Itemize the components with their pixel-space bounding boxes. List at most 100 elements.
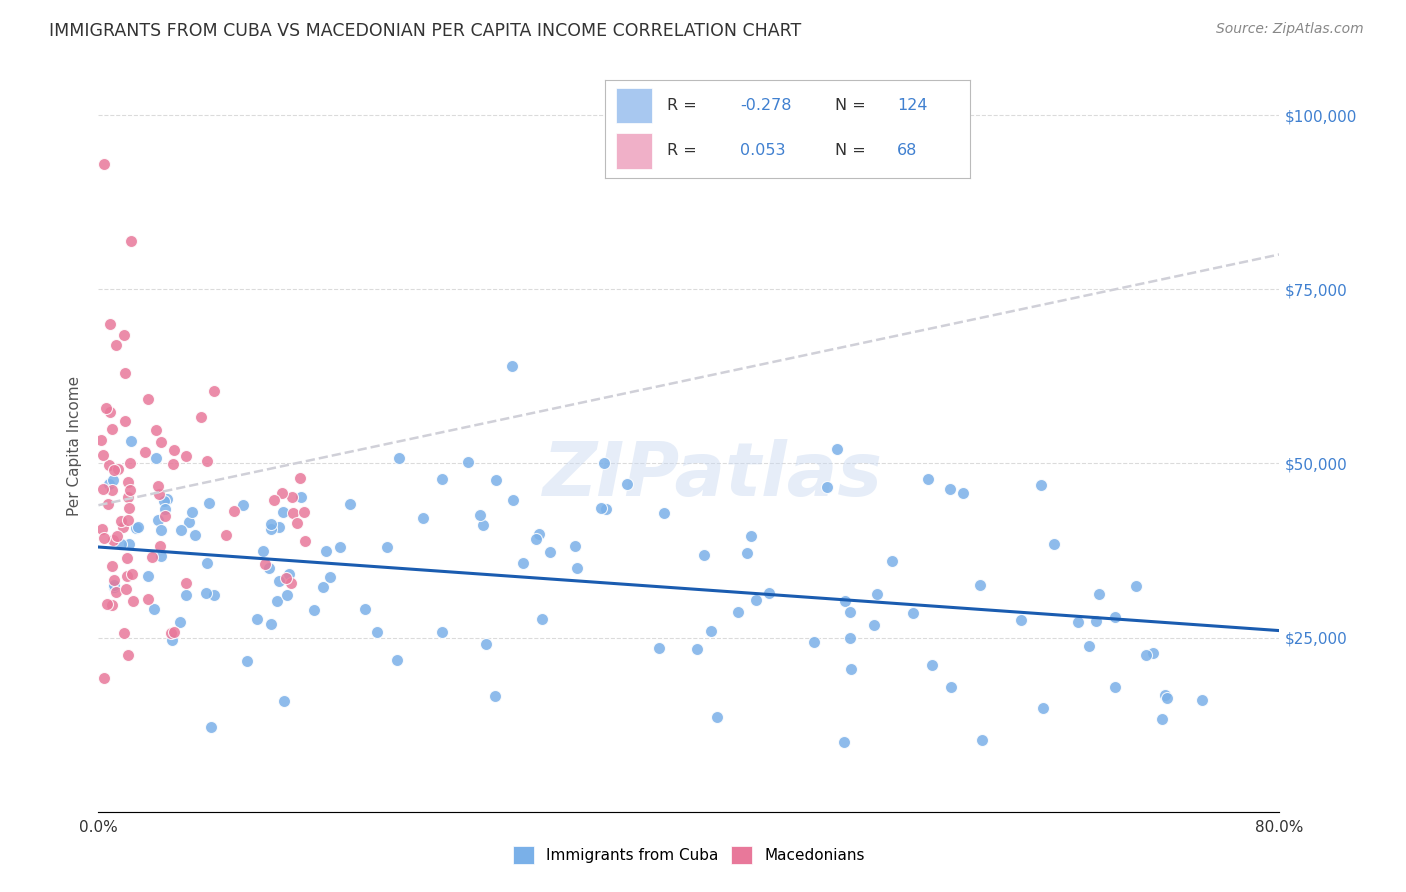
Point — [94, 401, 117, 415]
Point — [155, 491, 177, 506]
Point — [267, 574, 290, 589]
Point — [112, 625, 135, 640]
Point — [148, 487, 170, 501]
Point — [134, 444, 156, 458]
Point — [839, 605, 862, 619]
Point — [114, 366, 136, 380]
Point — [700, 624, 723, 638]
Point — [290, 490, 312, 504]
Point — [375, 540, 398, 554]
Point — [652, 506, 675, 520]
Point — [169, 615, 191, 629]
Point — [222, 504, 245, 518]
Point — [195, 556, 218, 570]
Point — [285, 516, 308, 530]
Point — [274, 571, 297, 585]
Point — [315, 544, 337, 558]
Point — [387, 450, 409, 465]
Point — [120, 434, 142, 448]
Point — [1125, 579, 1147, 593]
Point — [236, 653, 259, 667]
Point — [294, 533, 316, 548]
Point — [273, 694, 295, 708]
Point — [184, 527, 207, 541]
Point — [841, 662, 863, 676]
Point — [97, 497, 120, 511]
Point — [145, 423, 167, 437]
Point — [105, 529, 128, 543]
Point — [1029, 478, 1052, 492]
Point — [866, 586, 889, 600]
Point — [475, 637, 498, 651]
Point — [263, 493, 285, 508]
Point — [921, 657, 943, 672]
Point — [141, 549, 163, 564]
Point — [118, 500, 141, 515]
Point — [118, 456, 141, 470]
Point — [149, 435, 172, 450]
Point — [181, 505, 204, 519]
Y-axis label: Per Capita Income: Per Capita Income — [67, 376, 83, 516]
Point — [145, 451, 167, 466]
Point — [114, 414, 136, 428]
Point — [825, 442, 848, 457]
Point — [117, 491, 139, 505]
Point — [1135, 648, 1157, 662]
Point — [111, 520, 134, 534]
Point — [93, 671, 115, 685]
Point — [101, 559, 124, 574]
Point — [93, 531, 115, 545]
Text: R =: R = — [666, 98, 696, 113]
Point — [174, 449, 197, 463]
Point — [163, 443, 186, 458]
Point — [430, 472, 453, 486]
Point — [253, 558, 276, 572]
Point — [103, 580, 125, 594]
Point — [103, 573, 125, 587]
Point — [832, 735, 855, 749]
Point — [198, 496, 221, 510]
Point — [117, 475, 139, 489]
Point — [740, 528, 762, 542]
Point — [292, 505, 315, 519]
Point — [901, 606, 924, 620]
Point — [281, 506, 304, 520]
Point — [276, 588, 298, 602]
Point — [146, 479, 169, 493]
Point — [737, 545, 759, 559]
Point — [1067, 615, 1090, 629]
Point — [312, 580, 335, 594]
Point — [1077, 639, 1099, 653]
Point — [257, 561, 280, 575]
Point — [269, 519, 291, 533]
Point — [152, 493, 174, 508]
Point — [174, 588, 197, 602]
Point — [815, 479, 838, 493]
Point — [647, 640, 669, 655]
Point — [939, 483, 962, 497]
Legend: Immigrants from Cuba, Macedonians: Immigrants from Cuba, Macedonians — [506, 840, 872, 870]
Point — [155, 501, 177, 516]
Point — [1142, 646, 1164, 660]
Point — [512, 556, 534, 570]
Point — [803, 635, 825, 649]
Point — [100, 421, 122, 435]
Text: ZIPatlas: ZIPatlas — [543, 439, 883, 512]
Point — [302, 602, 325, 616]
Point — [839, 631, 862, 645]
Point — [917, 472, 939, 486]
Point — [110, 514, 132, 528]
Point — [162, 457, 184, 471]
Point — [103, 463, 125, 477]
Point — [273, 504, 295, 518]
Text: IMMIGRANTS FROM CUBA VS MACEDONIAN PER CAPITA INCOME CORRELATION CHART: IMMIGRANTS FROM CUBA VS MACEDONIAN PER C… — [49, 22, 801, 40]
Point — [527, 527, 550, 541]
Point — [501, 359, 523, 373]
Point — [98, 317, 121, 331]
Point — [970, 733, 993, 747]
Point — [281, 491, 304, 505]
Point — [118, 537, 141, 551]
Point — [1104, 609, 1126, 624]
Point — [163, 625, 186, 640]
Point — [136, 569, 159, 583]
